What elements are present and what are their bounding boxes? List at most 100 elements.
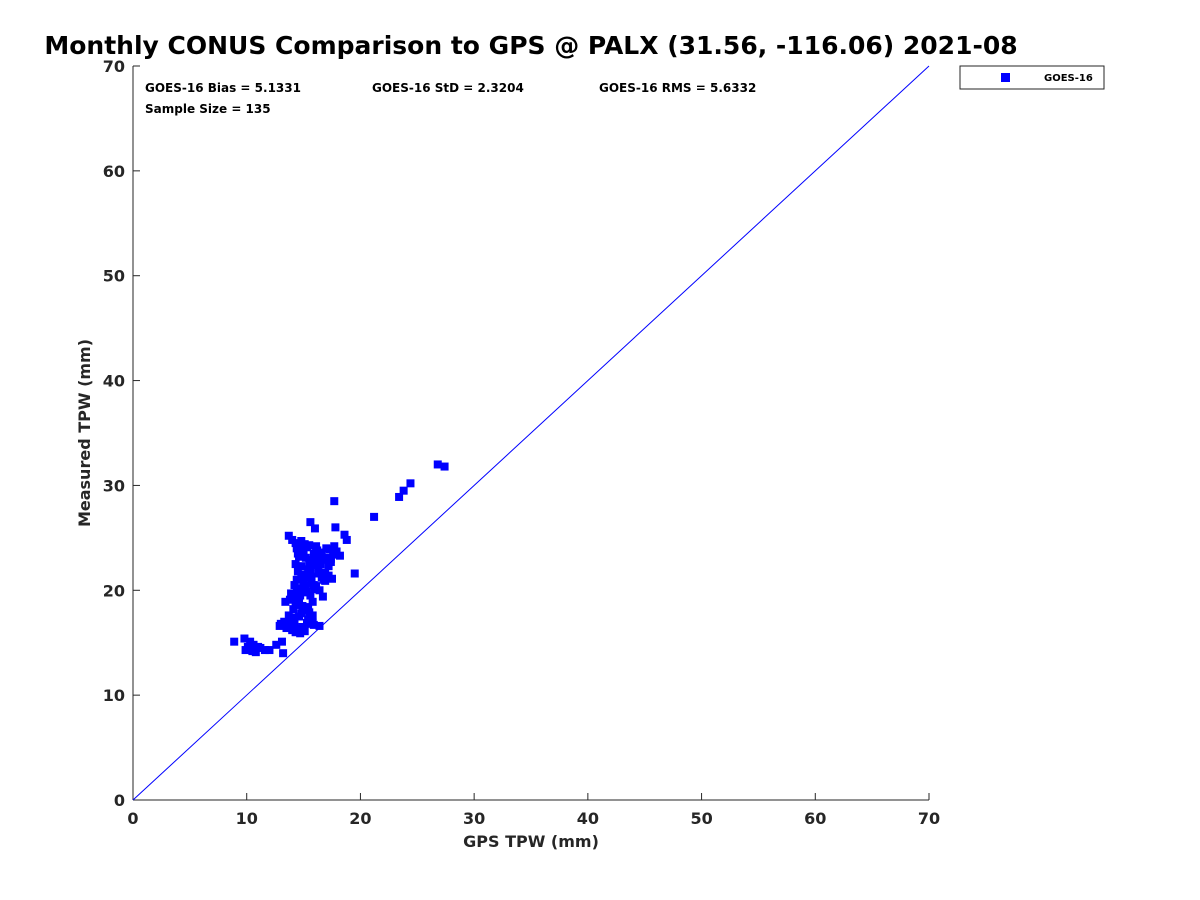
y-tick-label: 30: [103, 476, 125, 495]
x-tick-label: 50: [690, 809, 712, 828]
x-tick-label: 10: [236, 809, 258, 828]
data-point: [305, 541, 314, 550]
data-point: [433, 460, 442, 469]
data-point: [307, 555, 316, 564]
data-point: [230, 637, 239, 646]
one-to-one-line: [132, 65, 930, 801]
x-axis-label: GPS TPW (mm): [463, 832, 599, 851]
data-point: [265, 646, 274, 655]
data-point: [332, 547, 341, 556]
x-tick-label: 60: [804, 809, 826, 828]
data-point: [304, 615, 313, 624]
data-point: [296, 541, 305, 550]
legend: GOES-16: [959, 65, 1105, 90]
data-point: [322, 544, 331, 553]
y-tick-label: 40: [103, 372, 125, 391]
stat-std: GOES-16 StD = 2.3204: [372, 81, 524, 95]
y-axis-label: Measured TPW (mm): [75, 339, 94, 527]
x-tick-label: 20: [349, 809, 371, 828]
legend-entry-goes16: GOES-16: [1044, 73, 1093, 84]
data-point: [320, 575, 329, 584]
data-point: [399, 486, 408, 495]
data-point: [277, 637, 286, 646]
data-point: [249, 640, 258, 649]
data-point: [285, 595, 294, 604]
data-point: [291, 628, 300, 637]
data-point: [297, 570, 306, 579]
data-point: [254, 642, 263, 651]
data-point: [296, 629, 305, 638]
data-point: [315, 586, 324, 595]
data-point: [290, 613, 299, 622]
legend-box: [959, 65, 1105, 90]
data-point: [309, 581, 318, 590]
data-point: [301, 553, 310, 562]
data-point: [284, 611, 293, 620]
data-point: [240, 634, 249, 643]
data-point: [330, 497, 339, 506]
data-point: [302, 587, 311, 596]
data-point: [287, 589, 296, 598]
legend-marker: [1001, 73, 1010, 82]
data-points: [230, 460, 449, 658]
data-point: [306, 567, 315, 576]
data-point: [340, 530, 349, 539]
data-point: [331, 523, 340, 532]
x-tick-label: 30: [463, 809, 485, 828]
data-point: [350, 569, 359, 578]
stat-rms: GOES-16 RMS = 5.6332: [599, 81, 756, 95]
data-point: [370, 512, 379, 521]
stat-bias: GOES-16 Bias = 5.1331: [145, 81, 301, 95]
data-point: [291, 560, 300, 569]
data-point: [302, 573, 311, 582]
data-point: [287, 618, 296, 627]
y-tick-label: 0: [114, 791, 125, 810]
data-point: [292, 587, 301, 596]
y-tick-label: 10: [103, 686, 125, 705]
data-point: [406, 479, 415, 488]
data-point: [279, 649, 288, 658]
y-tick-label: 50: [103, 267, 125, 286]
plot-frame: [132, 66, 929, 801]
data-point: [290, 581, 299, 590]
chart-title: Monthly CONUS Comparison to GPS @ PALX (…: [44, 31, 1017, 60]
data-point: [275, 621, 284, 630]
data-point: [315, 621, 324, 630]
data-point: [292, 575, 301, 584]
x-axis-ticks: 0 10 20 30 40 50 60 70: [127, 793, 940, 828]
data-point: [301, 582, 310, 591]
data-point: [243, 642, 252, 651]
data-point: [296, 591, 305, 600]
data-point: [299, 577, 308, 586]
data-point: [281, 597, 290, 606]
stat-sample-size: Sample Size = 135: [145, 102, 271, 116]
data-point: [314, 569, 323, 578]
data-point: [312, 542, 321, 551]
x-tick-label: 0: [127, 809, 138, 828]
data-point: [306, 518, 315, 527]
data-point: [272, 640, 281, 649]
data-point: [308, 561, 317, 570]
x-tick-label: 70: [918, 809, 940, 828]
data-point: [298, 622, 307, 631]
data-point: [297, 609, 306, 618]
data-point: [291, 539, 300, 548]
data-point: [313, 546, 322, 555]
data-point: [251, 648, 260, 657]
data-point: [299, 548, 308, 557]
data-point: [440, 462, 449, 471]
data-point: [328, 574, 336, 583]
data-point: [316, 560, 325, 569]
y-tick-label: 70: [103, 57, 125, 76]
data-point: [308, 597, 317, 606]
data-point: [260, 646, 269, 655]
data-point: [307, 572, 316, 581]
x-tick-label: 40: [577, 809, 599, 828]
data-point: [308, 611, 317, 620]
data-point: [304, 603, 313, 612]
data-point: [310, 524, 319, 533]
data-point: [326, 554, 335, 563]
data-point: [335, 551, 344, 560]
data-point: [300, 627, 309, 636]
